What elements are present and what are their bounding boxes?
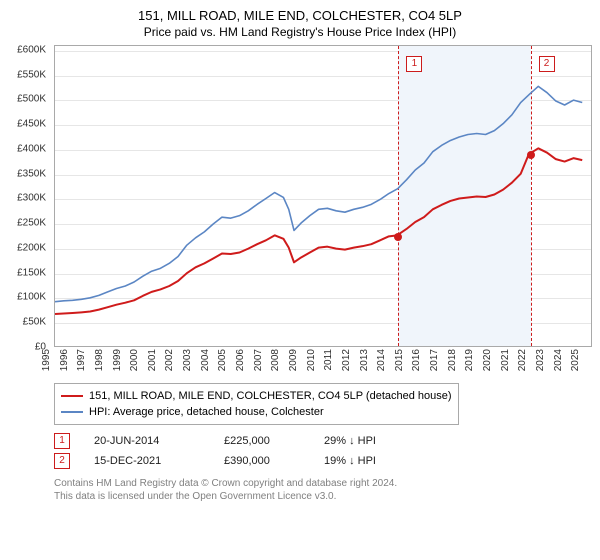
y-tick-label: £250K (17, 218, 46, 229)
legend-swatch (61, 411, 83, 413)
y-axis-labels: £0£50K£100K£150K£200K£250K£300K£350K£400… (8, 45, 50, 375)
y-tick-label: £400K (17, 143, 46, 154)
sale-date: 15-DEC-2021 (94, 451, 224, 471)
attribution-footer: Contains HM Land Registry data © Crown c… (54, 477, 584, 503)
sale-point (527, 151, 535, 159)
y-tick-label: £150K (17, 267, 46, 278)
chart-title: 151, MILL ROAD, MILE END, COLCHESTER, CO… (8, 8, 592, 23)
sale-row-badge: 1 (54, 433, 70, 449)
legend-label: HPI: Average price, detached house, Colc… (89, 404, 324, 420)
y-tick-label: £100K (17, 292, 46, 303)
x-axis-labels: 1995199619971998199920002001200220032004… (54, 347, 592, 375)
sale-price: £225,000 (224, 431, 324, 451)
legend-swatch (61, 395, 83, 397)
y-tick-label: £300K (17, 193, 46, 204)
y-tick-label: £550K (17, 69, 46, 80)
footer-line-2: This data is licensed under the Open Gov… (54, 490, 584, 503)
sale-row: 1 20-JUN-2014£225,00029% ↓ HPI (54, 431, 584, 451)
y-tick-label: £450K (17, 119, 46, 130)
x-tick-label: 2025 (570, 349, 596, 371)
chart-container: 151, MILL ROAD, MILE END, COLCHESTER, CO… (0, 0, 600, 513)
series-property (55, 148, 582, 314)
legend-row: HPI: Average price, detached house, Colc… (61, 404, 452, 420)
sale-point (394, 233, 402, 241)
plot-area: £0£50K£100K£150K£200K£250K£300K£350K£400… (8, 45, 592, 375)
y-tick-label: £500K (17, 94, 46, 105)
sale-row-badge: 2 (54, 453, 70, 469)
sale-delta: 19% ↓ HPI (324, 451, 444, 471)
chart-subtitle: Price paid vs. HM Land Registry's House … (8, 25, 592, 39)
sale-price: £390,000 (224, 451, 324, 471)
y-tick-label: £350K (17, 168, 46, 179)
legend-row: 151, MILL ROAD, MILE END, COLCHESTER, CO… (61, 388, 452, 404)
y-tick-label: £600K (17, 44, 46, 55)
plot-inner: 12 (54, 45, 592, 347)
sale-delta: 29% ↓ HPI (324, 431, 444, 451)
sales-table: 1 20-JUN-2014£225,00029% ↓ HPI 2 15-DEC-202… (54, 431, 584, 471)
y-tick-label: £50K (23, 317, 46, 328)
series-hpi (55, 86, 582, 301)
sale-date: 20-JUN-2014 (94, 431, 224, 451)
sale-row: 2 15-DEC-2021£390,00019% ↓ HPI (54, 451, 584, 471)
y-tick-label: £200K (17, 242, 46, 253)
legend-label: 151, MILL ROAD, MILE END, COLCHESTER, CO… (89, 388, 452, 404)
legend: 151, MILL ROAD, MILE END, COLCHESTER, CO… (54, 383, 459, 425)
chart-lines (55, 46, 591, 346)
footer-line-1: Contains HM Land Registry data © Crown c… (54, 477, 584, 490)
